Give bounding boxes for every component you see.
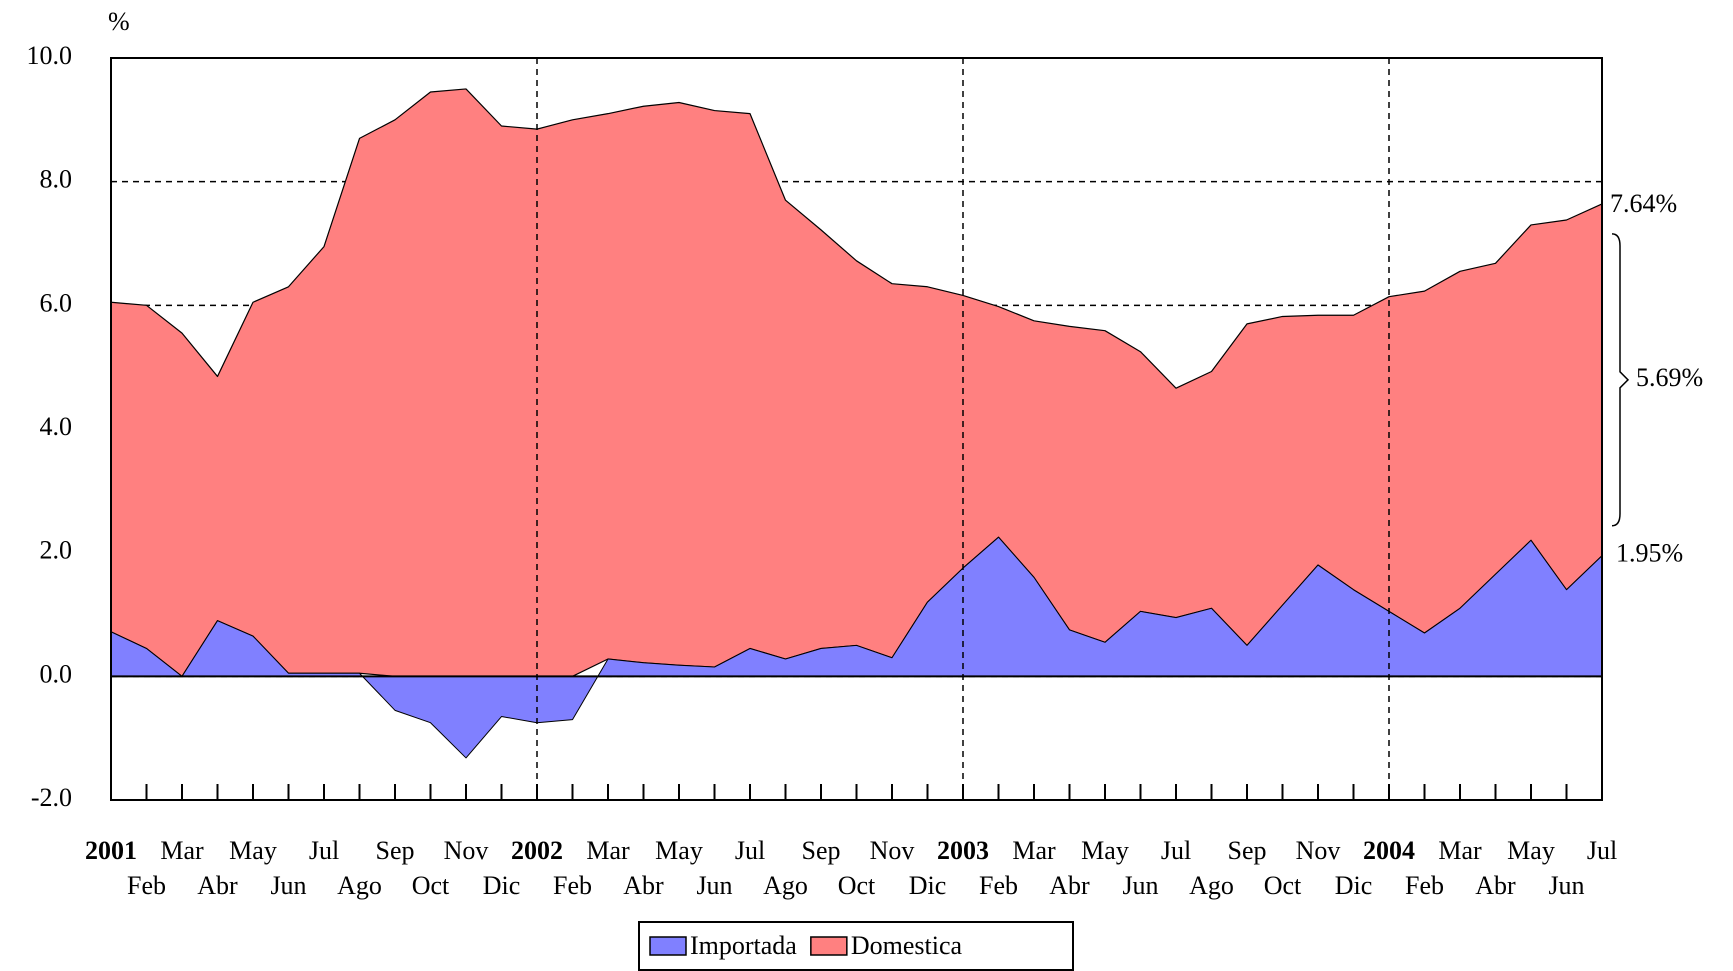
x-tick-label: 2002 <box>511 836 563 865</box>
x-tick-label: May <box>1507 836 1555 865</box>
y-tick-label: 0.0 <box>40 659 73 688</box>
x-tick-label: Abr <box>197 871 238 900</box>
value-label: 5.69% <box>1636 363 1703 392</box>
x-tick-label: Mar <box>1012 836 1056 865</box>
y-tick-label: -2.0 <box>31 783 72 812</box>
x-tick-label: May <box>1081 836 1129 865</box>
legend: Importada Domestica <box>638 921 1074 971</box>
x-tick-label: Nov <box>870 836 915 865</box>
y-tick-label: 10.0 <box>27 41 73 70</box>
annotation: 7.64% <box>1610 189 1677 218</box>
x-tick-label: Oct <box>412 871 450 900</box>
y-tick-label: 2.0 <box>40 536 73 565</box>
x-tick-label: Jul <box>1587 836 1617 865</box>
x-tick-label: Oct <box>1264 871 1302 900</box>
x-tick-label: Feb <box>553 871 592 900</box>
x-tick-label: Abr <box>1049 871 1090 900</box>
legend-label: Domestica <box>851 931 963 960</box>
bracket <box>1611 233 1630 527</box>
x-tick-label: Nov <box>444 836 489 865</box>
legend-swatch <box>649 936 687 956</box>
x-tick-label: Ago <box>1189 871 1234 900</box>
x-tick-label: Sep <box>1228 836 1267 865</box>
x-tick-label: Jun <box>1548 871 1584 900</box>
value-label: 1.95% <box>1616 539 1683 568</box>
x-tick-label: Mar <box>586 836 630 865</box>
x-tick-label: Mar <box>1438 836 1482 865</box>
x-tick-label: Feb <box>1405 871 1444 900</box>
y-axis-label: % <box>108 7 130 36</box>
x-tick-label: Jun <box>1122 871 1158 900</box>
x-tick-label: Sep <box>802 836 841 865</box>
x-tick-label: Ago <box>337 871 382 900</box>
x-tick-label: Dic <box>909 871 947 900</box>
x-tick-label: Feb <box>979 871 1018 900</box>
x-tick-label: May <box>229 836 277 865</box>
x-tick-label: Jul <box>1161 836 1191 865</box>
x-tick-label: 2001 <box>85 836 137 865</box>
x-tick-label: Jun <box>696 871 732 900</box>
area <box>110 88 1603 677</box>
x-tick-label: Dic <box>1335 871 1373 900</box>
area <box>110 536 1603 759</box>
x-tick-label: Jun <box>270 871 306 900</box>
x-tick-label: 2004 <box>1363 836 1415 865</box>
x-tick-label: Jul <box>735 836 765 865</box>
y-tick-label: 6.0 <box>40 288 73 317</box>
x-tick-label: Nov <box>1296 836 1341 865</box>
x-tick-label: Abr <box>1475 871 1516 900</box>
y-tick-label: 4.0 <box>40 412 73 441</box>
x-tick-label: Jul <box>309 836 339 865</box>
x-tick-label: May <box>655 836 703 865</box>
x-tick-label: Feb <box>127 871 166 900</box>
x-tick-label: Ago <box>763 871 808 900</box>
x-tick-label: Mar <box>160 836 204 865</box>
y-tick-label: 8.0 <box>40 165 73 194</box>
x-tick-label: Sep <box>376 836 415 865</box>
x-tick-label: 2003 <box>937 836 989 865</box>
x-tick-label: Dic <box>483 871 521 900</box>
legend-swatch <box>810 936 848 956</box>
x-tick-label: Abr <box>623 871 664 900</box>
x-tick-label: Oct <box>838 871 876 900</box>
legend-label: Importada <box>690 931 797 960</box>
legend-frame <box>638 921 1074 971</box>
